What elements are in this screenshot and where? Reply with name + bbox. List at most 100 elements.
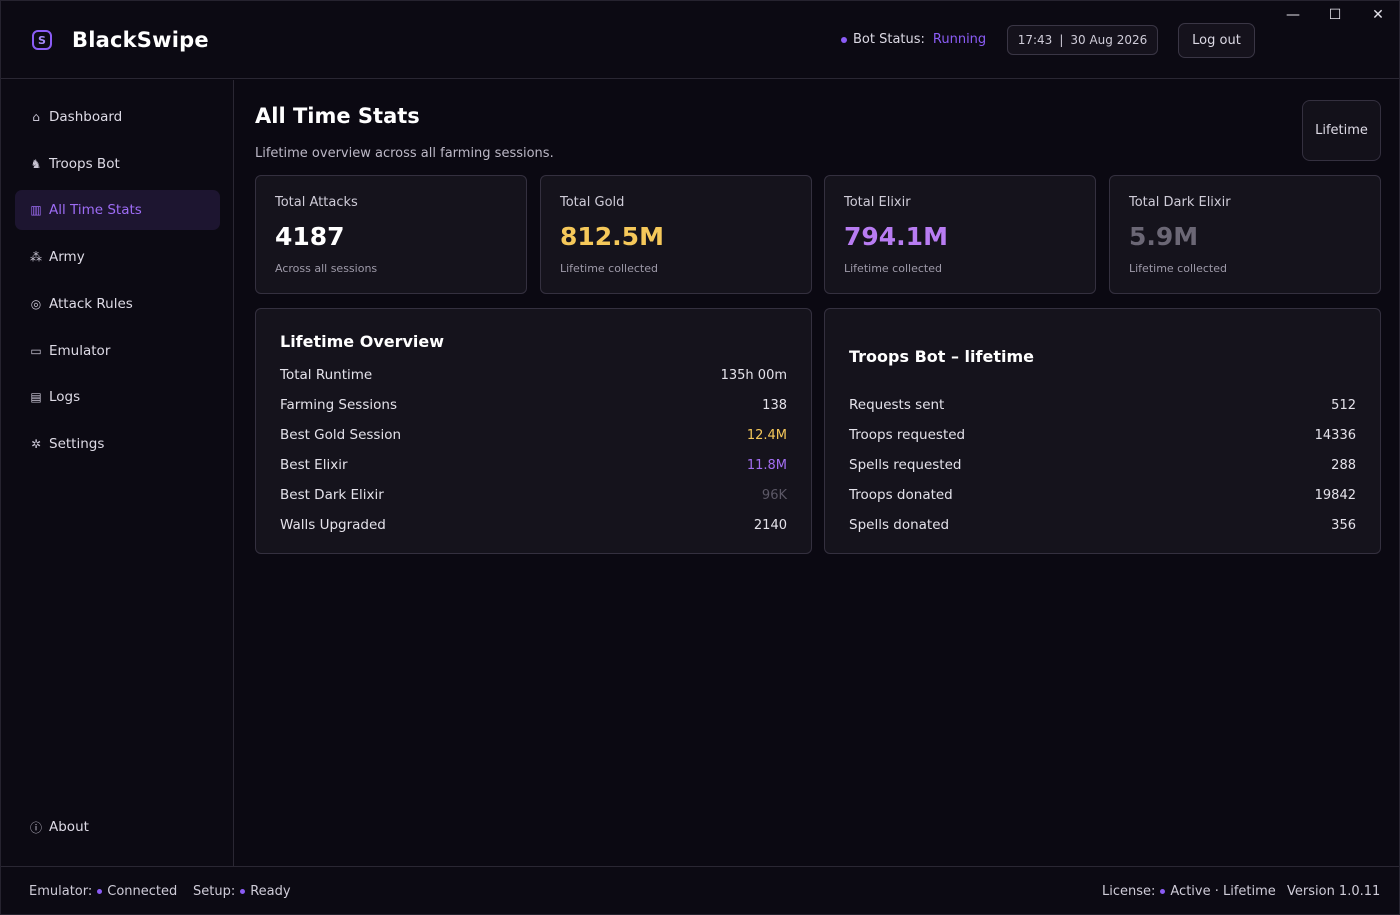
sidebar-item-settings[interactable]: ✲ Settings bbox=[15, 424, 220, 464]
sidebar: ⌂ Dashboard ♞ Troops Bot ▥ All Time Stat… bbox=[1, 80, 234, 866]
row-value: 138 bbox=[762, 397, 787, 413]
sidebar-item-army[interactable]: ⁂ Army bbox=[15, 237, 220, 277]
sidebar-item-label: Logs bbox=[49, 389, 81, 405]
top-bar: S BlackSwipe Bot Status: Running 17:43 |… bbox=[1, 1, 1399, 79]
stat-value: 794.1M bbox=[844, 222, 948, 251]
document-icon: ▤ bbox=[30, 390, 42, 404]
stat-card-total-dark-elixir: Total Dark Elixir 5.9M Lifetime collecte… bbox=[1109, 175, 1381, 294]
logo-glyph: S bbox=[38, 33, 46, 47]
setup-status: Setup: Ready bbox=[193, 884, 291, 899]
bot-status: Bot Status: Running bbox=[841, 32, 986, 47]
row-value: 19842 bbox=[1314, 487, 1356, 503]
sidebar-item-logs[interactable]: ▤ Logs bbox=[15, 377, 220, 417]
stat-label: Total Gold bbox=[560, 195, 625, 210]
sidebar-item-label: All Time Stats bbox=[49, 202, 142, 218]
row-label: Farming Sessions bbox=[280, 397, 397, 413]
stat-value: 5.9M bbox=[1129, 222, 1199, 251]
stat-note: Across all sessions bbox=[275, 262, 378, 275]
home-icon: ⌂ bbox=[32, 110, 40, 124]
page-subtitle: Lifetime overview across all farming ses… bbox=[255, 146, 554, 161]
overview-row-total-runtime: Total Runtime 135h 00m bbox=[280, 365, 787, 385]
sidebar-item-label: Troops Bot bbox=[49, 156, 120, 172]
row-value: 356 bbox=[1331, 517, 1356, 533]
row-label: Spells requested bbox=[849, 457, 962, 473]
close-icon[interactable]: ✕ bbox=[1372, 7, 1384, 23]
row-value: 512 bbox=[1331, 397, 1356, 413]
app-title: BlackSwipe bbox=[72, 28, 209, 52]
stat-label: Total Elixir bbox=[844, 195, 911, 210]
clock-date: 30 Aug 2026 bbox=[1070, 33, 1148, 47]
troops-row-spells-requested: Spells requested 288 bbox=[849, 455, 1356, 475]
row-label: Best Elixir bbox=[280, 457, 348, 473]
maximize-icon[interactable]: ☐ bbox=[1328, 7, 1342, 23]
troops-row-spells-donated: Spells donated 356 bbox=[849, 515, 1356, 535]
row-label: Best Dark Elixir bbox=[280, 487, 384, 503]
emulator-status: Emulator: Connected bbox=[29, 884, 177, 899]
panel-title: Lifetime Overview bbox=[280, 332, 445, 351]
page-title: All Time Stats bbox=[255, 104, 420, 128]
stat-value: 4187 bbox=[275, 222, 345, 251]
stat-value: 812.5M bbox=[560, 222, 664, 251]
status-dot-icon bbox=[97, 889, 103, 894]
overview-row-walls-upgraded: Walls Upgraded 2140 bbox=[280, 515, 787, 535]
sidebar-item-label: Emulator bbox=[49, 343, 111, 359]
sidebar-item-attack-rules[interactable]: ◎ Attack Rules bbox=[15, 284, 220, 324]
clock-time: 17:43 bbox=[1017, 33, 1053, 47]
overview-row-farming-sessions: Farming Sessions 138 bbox=[280, 395, 787, 415]
row-value: 2140 bbox=[753, 517, 787, 533]
row-value: 12.4M bbox=[746, 427, 787, 443]
target-icon: ◎ bbox=[30, 297, 42, 311]
status-dot-icon bbox=[1160, 889, 1166, 894]
sidebar-item-about[interactable]: ⓘ About bbox=[15, 807, 220, 847]
stat-label: Total Dark Elixir bbox=[1129, 195, 1231, 210]
row-value: 14336 bbox=[1314, 427, 1356, 443]
status-bar: Emulator: Connected Setup: Ready License… bbox=[1, 866, 1399, 914]
license-status-value: Active · Lifetime bbox=[1170, 884, 1276, 899]
clock-display: 17:43 | 30 Aug 2026 bbox=[1007, 25, 1158, 55]
stat-card-total-elixir: Total Elixir 794.1M Lifetime collected bbox=[824, 175, 1096, 294]
gear-icon: ✲ bbox=[30, 437, 42, 451]
bar-chart-icon: ▥ bbox=[30, 203, 42, 217]
row-label: Best Gold Session bbox=[280, 427, 402, 443]
logout-button[interactable]: Log out bbox=[1178, 23, 1255, 58]
version-label: Version 1.0.11 bbox=[1287, 884, 1381, 899]
sidebar-item-label: Army bbox=[49, 249, 85, 265]
sidebar-item-troops-bot[interactable]: ♞ Troops Bot bbox=[15, 144, 220, 184]
row-value: 288 bbox=[1331, 457, 1356, 473]
sidebar-item-emulator[interactable]: ▭ Emulator bbox=[15, 331, 220, 371]
stat-note: Lifetime collected bbox=[560, 262, 658, 275]
row-label: Troops requested bbox=[849, 427, 966, 443]
emulator-status-value: Connected bbox=[107, 884, 178, 899]
row-label: Requests sent bbox=[849, 397, 945, 413]
sidebar-item-all-time-stats[interactable]: ▥ All Time Stats bbox=[15, 190, 220, 230]
sidebar-item-label: About bbox=[49, 819, 89, 835]
setup-status-label: Setup: bbox=[193, 884, 236, 899]
minimize-icon[interactable]: — bbox=[1286, 7, 1300, 23]
range-selector-button[interactable]: Lifetime bbox=[1302, 100, 1381, 161]
sidebar-item-label: Settings bbox=[49, 436, 105, 452]
license-status-label: License: bbox=[1102, 884, 1156, 899]
row-value: 96K bbox=[761, 487, 787, 503]
sidebar-item-dashboard[interactable]: ⌂ Dashboard bbox=[15, 97, 220, 137]
stat-label: Total Attacks bbox=[275, 195, 358, 210]
status-dot-icon bbox=[841, 36, 847, 43]
overview-row-best-elixir: Best Elixir 11.8M bbox=[280, 455, 787, 475]
sidebar-item-label: Attack Rules bbox=[49, 296, 133, 312]
row-label: Walls Upgraded bbox=[280, 517, 386, 533]
stat-note: Lifetime collected bbox=[1129, 262, 1227, 275]
info-icon: ⓘ bbox=[29, 820, 42, 835]
logo-icon: S bbox=[32, 30, 52, 50]
troops-row-requests-sent: Requests sent 512 bbox=[849, 395, 1356, 415]
troops-row-troops-donated: Troops donated 19842 bbox=[849, 485, 1356, 505]
troops-row-troops-requested: Troops requested 14336 bbox=[849, 425, 1356, 445]
bot-status-label: Bot Status: bbox=[853, 32, 925, 47]
panel-title: Troops Bot – lifetime bbox=[849, 347, 1034, 366]
overview-row-best-dark-elixir: Best Dark Elixir 96K bbox=[280, 485, 787, 505]
bot-status-value: Running bbox=[932, 32, 987, 47]
troops-bot-panel: Troops Bot – lifetime Requests sent 512 … bbox=[824, 308, 1381, 554]
lifetime-overview-panel: Lifetime Overview Total Runtime 135h 00m… bbox=[255, 308, 812, 554]
status-dot-icon bbox=[240, 889, 246, 894]
stat-card-total-attacks: Total Attacks 4187 Across all sessions bbox=[255, 175, 527, 294]
stat-card-total-gold: Total Gold 812.5M Lifetime collected bbox=[540, 175, 812, 294]
